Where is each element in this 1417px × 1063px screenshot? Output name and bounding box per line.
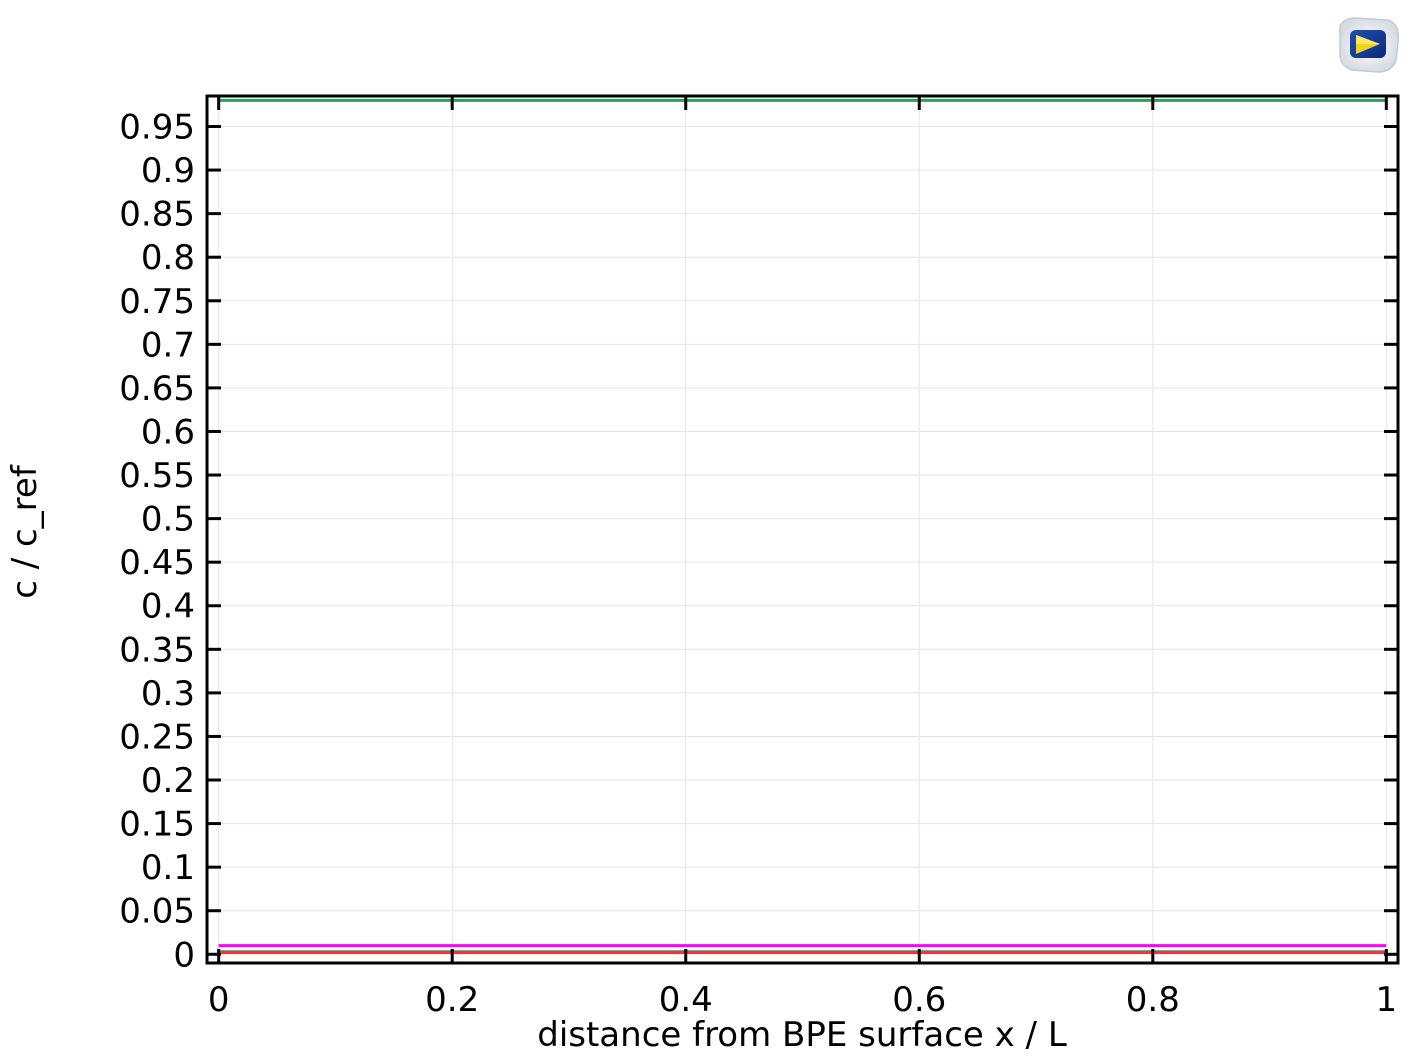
y-tick-label: 0.6 bbox=[141, 412, 195, 452]
y-tick-label: 0.05 bbox=[119, 892, 195, 932]
y-tick-label: 0 bbox=[173, 935, 195, 975]
x-tick-label: 0 bbox=[208, 980, 230, 1020]
grid-lines bbox=[207, 96, 1398, 963]
x-tick-label: 0.8 bbox=[1126, 980, 1180, 1020]
series-lines bbox=[219, 100, 1387, 952]
y-tick-label: 0.85 bbox=[119, 195, 195, 235]
x-tick-label: 0.4 bbox=[659, 980, 713, 1020]
y-tick-label: 0.45 bbox=[119, 543, 195, 583]
y-tick-label: 0.4 bbox=[141, 587, 195, 627]
y-axis-tick-labels: 00.050.10.150.20.250.30.350.40.450.50.55… bbox=[119, 107, 195, 975]
y-tick-label: 0.7 bbox=[141, 325, 195, 365]
plot-frame bbox=[207, 96, 1398, 963]
y-tick-label: 0.2 bbox=[141, 761, 195, 801]
y-tick-label: 0.8 bbox=[141, 238, 195, 278]
y-tick-label: 0.25 bbox=[119, 717, 195, 757]
y-tick-label: 0.15 bbox=[119, 805, 195, 845]
x-axis-tick-labels: 0 0.2 0.4 0.6 0.8 1 bbox=[208, 980, 1397, 1020]
y-tick-label: 0.1 bbox=[141, 848, 195, 888]
x-tick-label: 0.2 bbox=[425, 980, 479, 1020]
axis-ticks bbox=[207, 96, 1398, 963]
y-axis-title: c / c_ref bbox=[5, 464, 45, 599]
y-tick-label: 0.55 bbox=[119, 456, 195, 496]
x-tick-label: 0.6 bbox=[892, 980, 946, 1020]
y-tick-label: 0.5 bbox=[141, 500, 195, 540]
x-axis-title: distance from BPE surface x / L bbox=[537, 1015, 1067, 1055]
y-tick-label: 0.9 bbox=[141, 151, 195, 191]
y-tick-label: 0.35 bbox=[119, 630, 195, 670]
comsol-logo-icon bbox=[1334, 14, 1402, 76]
y-tick-label: 0.3 bbox=[141, 674, 195, 714]
x-tick-label: 1 bbox=[1376, 980, 1398, 1020]
y-tick-label: 0.75 bbox=[119, 282, 195, 322]
y-tick-label: 0.65 bbox=[119, 369, 195, 409]
y-tick-label: 0.95 bbox=[119, 107, 195, 147]
